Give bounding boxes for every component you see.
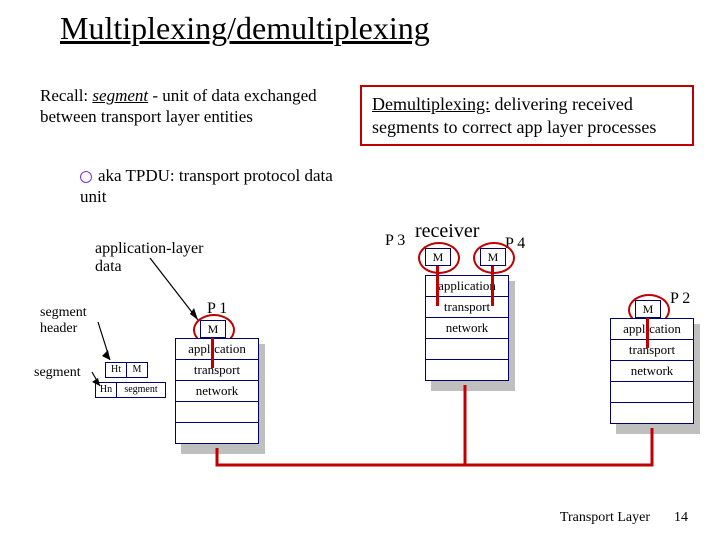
footer-page-number: 14 <box>674 510 688 526</box>
footer-label: Transport Layer <box>560 510 650 526</box>
red-path-svg <box>0 0 720 540</box>
slide: Multiplexing/demultiplexing Recall: segm… <box>0 0 720 540</box>
